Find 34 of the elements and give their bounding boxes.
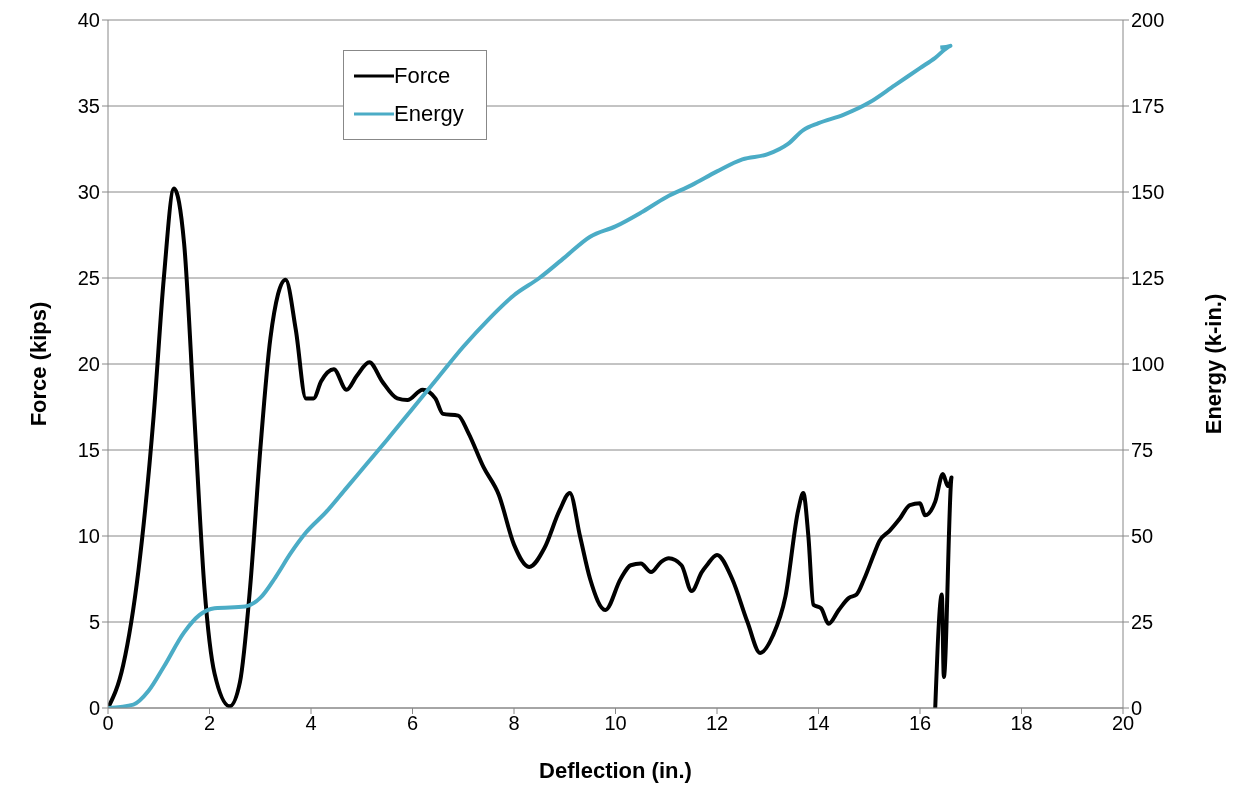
y2-axis-title: Energy (k-in.) [1200, 293, 1226, 435]
y2-tick-label: 75 [1131, 439, 1154, 462]
line-series [108, 186, 954, 708]
x-tick-label: 18 [1010, 712, 1033, 735]
x-tick-label: 16 [908, 712, 932, 735]
y-tick-label: 0 [88, 697, 100, 720]
y2-tick-label: 150 [1131, 181, 1165, 204]
y-axis-title: Force (kips) [25, 301, 51, 427]
y2-tick-label: 50 [1131, 525, 1154, 548]
x-tick-label: 0 [102, 712, 114, 735]
y-tick-label: 20 [77, 353, 100, 376]
y-tick-label: 40 [77, 9, 100, 32]
legend-label: Energy [394, 101, 464, 127]
x-axis-title: Deflection (in.) [539, 758, 692, 783]
legend-label: Force [394, 63, 451, 89]
x-tick-label: 8 [508, 712, 520, 735]
y2-tick-label: 125 [1131, 267, 1165, 290]
x-tick-label: 12 [705, 712, 729, 735]
x-tick-label: 2 [203, 712, 216, 735]
x-tick-label: 14 [807, 712, 830, 735]
y-tick-label: 35 [77, 95, 100, 118]
x-tick-label: 4 [305, 712, 317, 735]
y-tick-label: 15 [77, 439, 100, 462]
y-tick-label: 30 [77, 181, 100, 204]
y-tick-label: 5 [88, 611, 100, 634]
y2-tick-label: 200 [1131, 9, 1165, 32]
y-tick-label: 25 [77, 267, 100, 290]
y2-tick-label: 175 [1131, 95, 1165, 118]
x-tick-label: 6 [406, 712, 419, 735]
y2-tick-label: 100 [1131, 353, 1165, 376]
y2-tick-label: 25 [1131, 611, 1154, 634]
x-tick-label: 10 [604, 712, 627, 735]
line-series [108, 43, 953, 708]
y-tick-label: 10 [77, 525, 100, 548]
